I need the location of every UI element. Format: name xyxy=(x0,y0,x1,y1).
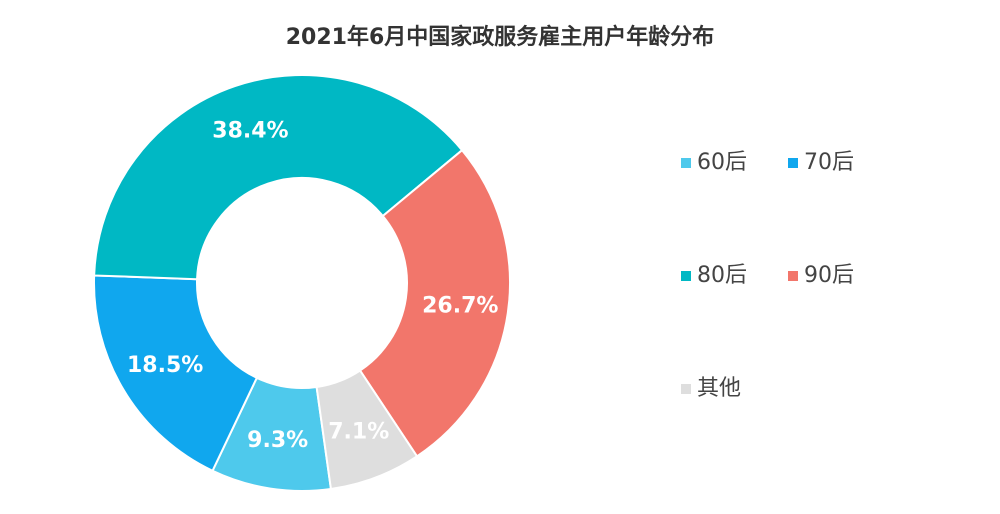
legend-label: 其他 xyxy=(697,376,741,401)
legend-label: 60后 xyxy=(697,150,747,175)
donut-slice xyxy=(315,369,419,491)
legend-label: 70后 xyxy=(804,150,854,175)
donut-slice xyxy=(93,74,464,281)
legend-swatch xyxy=(788,158,798,168)
donut-slice xyxy=(358,148,511,458)
data-label: 7.1% xyxy=(328,420,389,445)
data-label: 18.5% xyxy=(127,353,203,378)
data-label: 38.4% xyxy=(212,119,288,144)
legend-swatch xyxy=(681,271,691,281)
legend-swatch xyxy=(681,158,691,168)
legend-label: 90后 xyxy=(804,263,854,288)
data-label: 26.7% xyxy=(422,293,498,318)
legend-swatch xyxy=(681,384,691,394)
donut-slice xyxy=(93,274,259,473)
chart-title: 2021年6月中国家政服务雇主用户年龄分布 xyxy=(286,24,715,50)
legend-swatch xyxy=(788,271,798,281)
data-label: 9.3% xyxy=(247,428,308,453)
legend-label: 80后 xyxy=(697,263,747,288)
